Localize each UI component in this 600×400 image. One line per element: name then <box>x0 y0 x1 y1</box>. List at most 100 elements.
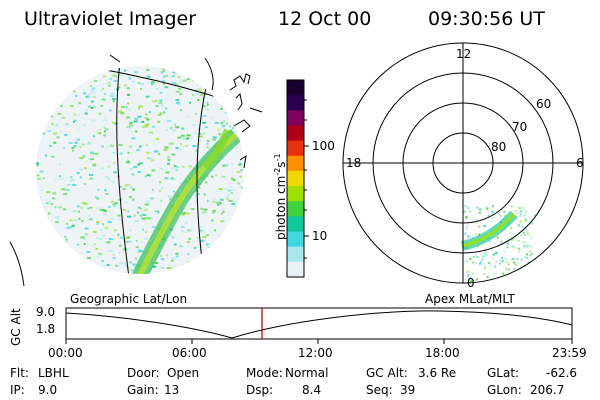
speckle-pixel <box>170 259 174 262</box>
speckle-pixel <box>216 108 219 111</box>
auroral-arc-head <box>201 128 232 171</box>
speckle-pixel <box>176 255 179 258</box>
speckle-pixel <box>151 83 153 86</box>
speckle-pixel <box>519 272 522 275</box>
speckle-pixel <box>80 236 85 239</box>
speckle-pixel <box>47 227 51 230</box>
speckle-pixel <box>120 112 125 115</box>
speckle-pixel <box>96 221 100 223</box>
speckle-pixel <box>87 96 91 99</box>
speckle-pixel <box>36 201 39 203</box>
speckle-pixel <box>172 236 175 239</box>
speckle-pixel <box>203 208 208 211</box>
speckle-pixel <box>74 260 78 262</box>
speckle-pixel <box>100 167 105 170</box>
speckle-pixel <box>103 134 107 137</box>
speckle-pixel <box>467 274 470 277</box>
speckle-pixel <box>503 210 506 213</box>
speckle-pixel <box>171 153 176 156</box>
speckle-pixel <box>60 188 65 191</box>
speckle-pixel <box>138 105 143 108</box>
speckle-pixel <box>522 231 525 234</box>
speckle-pixel <box>224 164 229 167</box>
speckle-pixel <box>73 83 78 86</box>
speckle-pixel <box>107 146 110 148</box>
speckle-pixel <box>122 209 126 211</box>
speckle-pixel <box>157 211 160 214</box>
time-tick-0600: 06:00 <box>172 346 207 360</box>
speckle-pixel <box>78 217 81 220</box>
speckle-pixel <box>237 130 242 133</box>
speckle-pixel <box>128 77 132 80</box>
speckle-pixel <box>208 81 212 84</box>
speckle-pixel <box>241 258 244 260</box>
speckle-pixel <box>207 82 210 85</box>
speckle-pixel <box>56 269 60 272</box>
mlt-label-18: 18 <box>346 156 362 170</box>
speckle-pixel <box>237 265 242 268</box>
speckle-pixel <box>110 144 112 147</box>
speckle-pixel <box>221 97 225 100</box>
speckle-pixel <box>509 275 512 278</box>
speckle-pixel <box>103 75 107 78</box>
speckle-pixel <box>108 179 112 182</box>
speckle-pixel <box>95 237 100 240</box>
speckle-pixel <box>111 145 115 148</box>
speckle-pixel <box>41 97 45 100</box>
image-disc <box>36 66 244 274</box>
speckle-pixel <box>65 238 68 241</box>
speckle-pixel <box>89 177 94 180</box>
speckle-pixel <box>131 173 135 176</box>
speckle-pixel <box>93 96 97 99</box>
speckle-pixel <box>517 243 520 246</box>
speckle-pixel <box>500 241 503 244</box>
speckle-pixel <box>163 75 167 78</box>
speckle-pixel <box>46 191 51 194</box>
speckle-pixel <box>226 84 230 87</box>
speckle-pixel <box>82 155 86 158</box>
speckle-pixel <box>160 87 164 90</box>
speckle-pixel <box>73 219 78 222</box>
speckle-pixel <box>136 114 139 116</box>
unit-exp2: -1 <box>273 153 282 162</box>
speckle-pixel <box>521 225 524 228</box>
speckle-pixel <box>127 210 130 213</box>
speckle-pixel <box>229 125 231 128</box>
speckle-pixel <box>181 264 185 267</box>
speckle-pixel <box>76 205 80 208</box>
speckle-pixel <box>140 208 143 210</box>
speckle-pixel <box>115 75 118 78</box>
speckle-pixel <box>218 188 223 190</box>
polar-auroral-oval-core <box>461 212 516 248</box>
speckle-pixel <box>221 97 226 100</box>
speckle-pixel <box>151 169 156 172</box>
speckle-pixel <box>482 263 485 266</box>
speckle-pixel <box>86 251 91 253</box>
speckle-pixel <box>117 235 120 238</box>
speckle-pixel <box>242 229 244 231</box>
speckle-pixel <box>239 83 243 86</box>
speckle-pixel <box>118 110 123 113</box>
speckle-pixel <box>102 234 106 237</box>
speckle-pixel <box>139 88 142 90</box>
speckle-pixel <box>96 222 100 225</box>
unit-s: s <box>274 161 288 168</box>
speckle-pixel <box>113 229 117 232</box>
speckle-pixel <box>45 84 50 86</box>
speckle-pixel <box>178 88 182 90</box>
speckle-pixel <box>185 212 190 215</box>
speckle-pixel <box>145 200 150 203</box>
speckle-pixel <box>73 120 75 123</box>
speckle-pixel <box>483 252 486 255</box>
speckle-pixel <box>166 74 169 77</box>
speckle-pixel <box>57 206 62 209</box>
speckle-pixel <box>465 216 468 219</box>
speckle-pixel <box>106 264 110 266</box>
speckle-pixel <box>239 175 242 178</box>
speckle-pixel <box>225 257 230 260</box>
speckle-pixel <box>159 112 163 115</box>
speckle-pixel <box>238 162 242 165</box>
speckle-pixel <box>235 237 239 240</box>
speckle-pixel <box>117 214 121 217</box>
speckle-pixel <box>232 217 237 220</box>
